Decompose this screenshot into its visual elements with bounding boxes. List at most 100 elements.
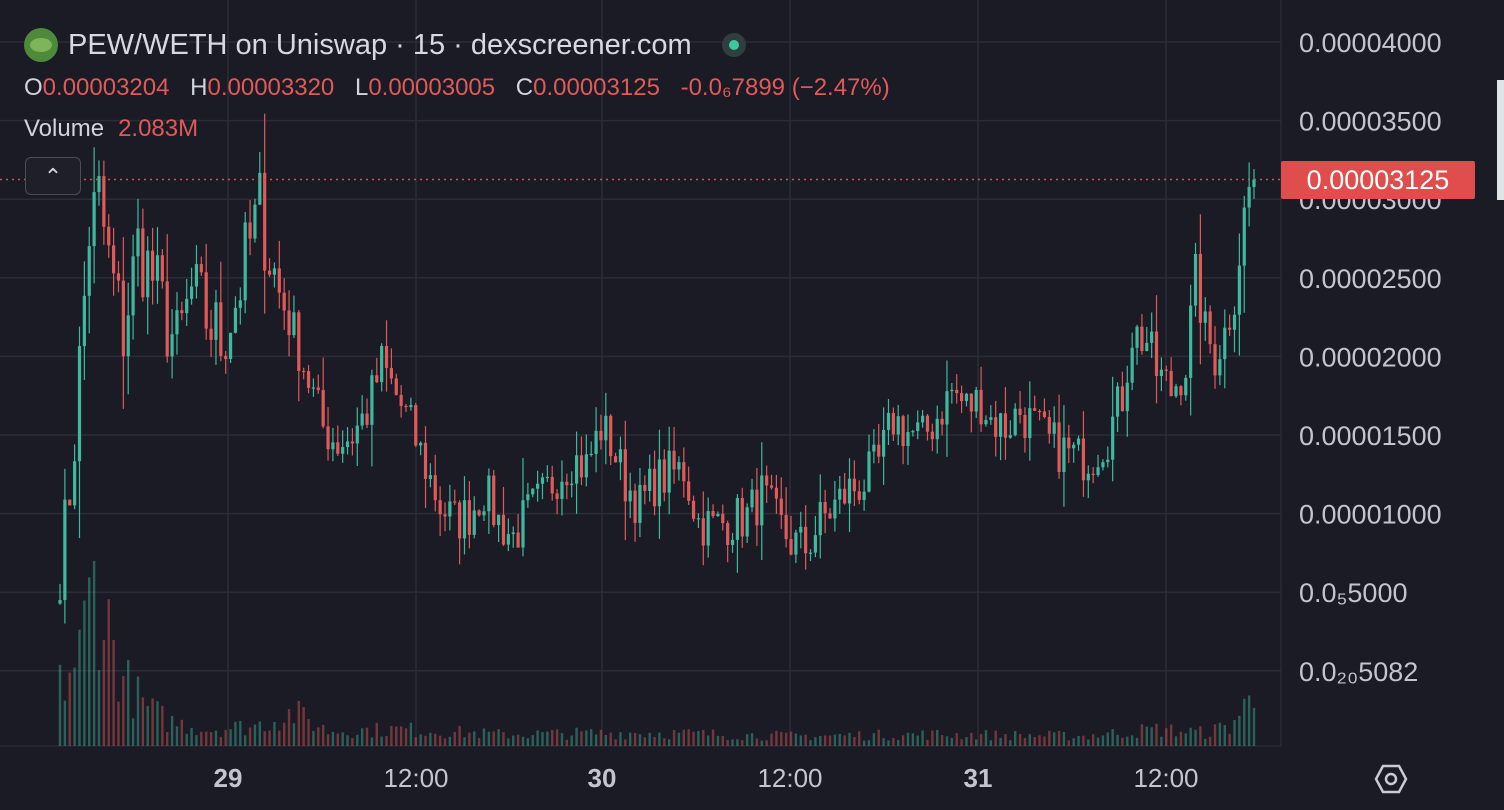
candle-body — [389, 367, 393, 379]
candle-body — [818, 501, 822, 536]
close-key: C — [515, 74, 534, 101]
candle-body — [399, 394, 403, 406]
candle-body — [380, 345, 384, 383]
candle-body — [677, 462, 681, 470]
volume-bar — [278, 730, 281, 746]
volume-bar — [901, 735, 905, 746]
volume-bar — [151, 698, 154, 746]
candle-body — [355, 425, 359, 444]
candle-body — [1042, 411, 1047, 417]
settings-button[interactable] — [1374, 762, 1408, 796]
candle-body — [1223, 327, 1227, 360]
candle-body — [453, 501, 457, 503]
candle-body — [214, 302, 218, 340]
candle-body — [750, 489, 754, 508]
candle-body — [638, 484, 642, 523]
volume-bar — [702, 730, 705, 746]
candle-body — [404, 405, 408, 408]
candle-body — [1179, 386, 1183, 396]
volume-bar — [628, 732, 632, 746]
volume-bar — [853, 737, 856, 746]
candle-body — [618, 449, 623, 463]
volume-bar — [604, 734, 608, 746]
candle-body — [550, 476, 554, 494]
x-axis: 29 12:00 30 12:00 31 12:00 — [214, 763, 1199, 793]
volume-bar — [141, 697, 145, 746]
candle-body — [1145, 342, 1149, 351]
volume-bar — [258, 721, 262, 746]
candle-body — [867, 451, 871, 492]
x-tick-label: 31 — [964, 763, 993, 793]
volume-bar — [419, 734, 422, 746]
volume-bar — [546, 731, 549, 746]
volume-bar — [770, 733, 773, 746]
volume-bar — [877, 729, 880, 746]
volume-bar — [1111, 729, 1114, 746]
volume-bar — [653, 737, 656, 746]
candle-body — [857, 491, 861, 500]
candle-body — [175, 310, 179, 335]
candle-body — [589, 453, 593, 456]
candle-body — [804, 526, 808, 554]
candle-body — [735, 498, 740, 540]
volume-bar — [975, 739, 978, 746]
candle-body — [760, 475, 764, 526]
volume-bar — [1072, 738, 1075, 746]
volume-bar — [1233, 719, 1236, 746]
close-value: 0.00003125 — [533, 74, 660, 101]
volume-bar — [1165, 728, 1168, 746]
chevron-up-icon: ⌃ — [43, 164, 63, 189]
candle-body — [1154, 331, 1159, 377]
candle-body — [267, 270, 272, 275]
volume-bar — [789, 731, 793, 746]
volume-bar — [692, 731, 695, 746]
volume-bar — [1023, 737, 1027, 746]
candle-body — [852, 478, 856, 492]
candle-body — [998, 413, 1003, 437]
volume-bar — [555, 729, 559, 746]
volume-bar — [234, 721, 237, 746]
candle-body — [1213, 344, 1217, 376]
candle-body — [1125, 382, 1129, 412]
candle-body — [1150, 331, 1154, 343]
candle-body — [604, 415, 608, 441]
candle-body — [331, 442, 335, 450]
volume-bar — [755, 738, 759, 746]
candle-body — [1174, 386, 1178, 397]
volume-bar — [867, 740, 871, 746]
candle-body — [813, 535, 817, 553]
candle-body — [843, 488, 847, 504]
candle-body — [107, 226, 111, 246]
volume-bar — [931, 730, 934, 746]
y-tick-label: 0.0₅5000 — [1299, 578, 1407, 608]
candle-body — [745, 507, 749, 537]
candle-body — [633, 490, 637, 523]
volume-bar — [1218, 722, 1222, 746]
candle-body — [774, 487, 778, 499]
volume-bar — [823, 735, 827, 746]
candle-body — [63, 499, 67, 601]
candle-body — [1140, 326, 1144, 351]
open-value: 0.00003204 — [42, 74, 170, 101]
volume-bar — [989, 740, 993, 746]
candle-body — [769, 485, 774, 488]
candle-body — [1189, 305, 1193, 378]
volume-bar — [273, 721, 276, 746]
volume-bar — [999, 737, 1002, 746]
volume-bar — [63, 700, 67, 746]
collapse-legend-button[interactable]: ⌃ — [25, 157, 81, 195]
candle-body — [896, 416, 900, 435]
candle-body — [945, 391, 949, 425]
candle-body — [613, 456, 618, 463]
low-key: L — [354, 74, 369, 101]
volume-bar — [1048, 730, 1051, 746]
candle-body — [141, 228, 145, 298]
candle-body — [696, 518, 701, 520]
volume-bar — [1028, 734, 1032, 746]
candle-body — [365, 413, 369, 425]
volume-bar — [497, 729, 500, 746]
chart-legend: PEW/WETH on Uniswap · 15 · dexscreener.c… — [24, 28, 904, 143]
candle-body — [574, 455, 579, 484]
